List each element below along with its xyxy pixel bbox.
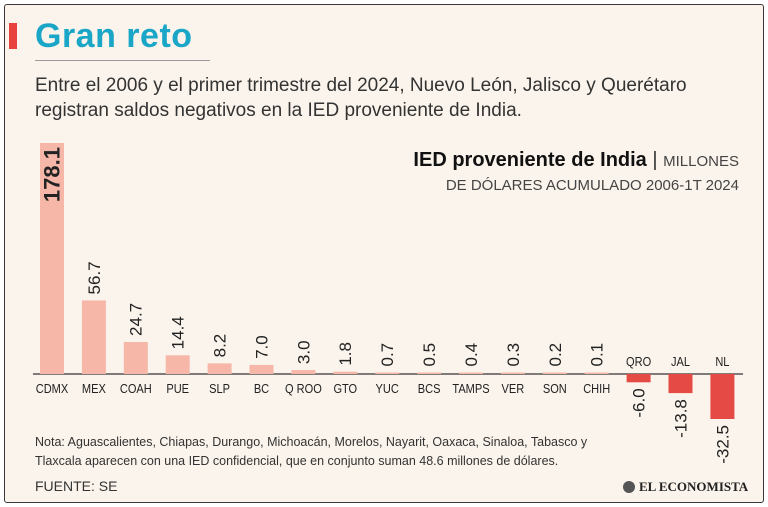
bar-q-roo (291, 370, 316, 374)
category-label-chih: CHIH (583, 381, 610, 396)
value-label-slp: 8.2 (211, 334, 230, 358)
value-label-son: 0.2 (546, 343, 565, 367)
bar-mex (81, 300, 106, 374)
bar-bc (249, 364, 274, 374)
category-label-gto: GTO (333, 381, 357, 396)
subtitle: Entre el 2006 y el primer trimestre del … (35, 75, 687, 121)
value-label-cdmx: 178.1 (40, 147, 65, 202)
value-label-qro: -6.0 (630, 388, 649, 417)
category-label-bc: BC (254, 381, 270, 396)
bar-pue (165, 355, 190, 374)
value-label-bcs: 0.5 (420, 343, 439, 367)
category-label-tamps: TAMPS (452, 381, 489, 396)
category-label-yuc: YUC (376, 381, 400, 396)
accent-bar (9, 23, 17, 49)
bar-tamps (459, 372, 483, 374)
value-label-coah: 24.7 (127, 303, 146, 336)
value-label-yuc: 0.7 (378, 343, 397, 367)
bar-bcs (417, 372, 442, 374)
bar-qro (626, 374, 651, 383)
category-label-ver: VER (502, 381, 525, 396)
bar-jal (668, 374, 693, 394)
bar-yuc (375, 372, 400, 374)
chart-title-separator: | (652, 149, 658, 171)
bar-slp (207, 363, 232, 374)
category-label-qro: QRO (626, 354, 651, 369)
category-label-pue: PUE (166, 381, 189, 396)
brand-logo: EL ECONOMISTA (623, 479, 748, 495)
bar-gto (333, 371, 358, 374)
value-label-ver: 0.3 (504, 343, 523, 367)
chart-title: IED proveniente de India (413, 149, 647, 171)
infographic-card: Gran reto Entre el 2006 y el primer trim… (4, 4, 764, 503)
title-divider (35, 60, 210, 61)
chart-header: IED proveniente de India | MILLONES DE D… (413, 147, 739, 197)
chart-subtitle: DE DÓLARES ACUMULADO 2006-1T 2024 (445, 177, 739, 194)
value-label-jal: -13.8 (671, 399, 690, 438)
category-label-bcs: BCS (418, 381, 441, 396)
footnote: Nota: Aguascalientes, Chiapas, Durango, … (35, 435, 588, 468)
value-label-mex: 56.7 (85, 261, 104, 294)
category-label-mex: MEX (82, 381, 106, 396)
logo-icon (623, 481, 635, 493)
source-label: FUENTE: SE (35, 478, 118, 494)
category-label-jal: JAL (671, 354, 690, 369)
chart-unit: MILLONES (663, 153, 739, 170)
value-label-tamps: 0.4 (462, 343, 481, 367)
bar-nl (710, 374, 735, 419)
value-label-chih: 0.1 (588, 343, 607, 367)
category-label-q-roo: Q ROO (285, 381, 322, 396)
value-label-bc: 7.0 (252, 335, 271, 359)
value-label-q-roo: 3.0 (294, 340, 313, 364)
category-label-nl: NL (715, 354, 729, 369)
value-label-gto: 1.8 (336, 342, 355, 366)
category-label-coah: COAH (120, 381, 152, 396)
page-title: Gran reto (35, 17, 193, 55)
bar-coah (123, 341, 148, 374)
bar-son (542, 372, 567, 374)
bar-chih (584, 372, 609, 374)
logo-text: EL ECONOMISTA (639, 479, 749, 494)
category-label-cdmx: CDMX (36, 381, 69, 396)
category-label-son: SON (543, 381, 567, 396)
bar-cdmx (40, 143, 64, 374)
value-label-pue: 14.4 (169, 316, 188, 349)
value-label-nl: -32.5 (713, 425, 732, 464)
category-label-slp: SLP (209, 381, 230, 396)
bar-ver (500, 372, 525, 374)
